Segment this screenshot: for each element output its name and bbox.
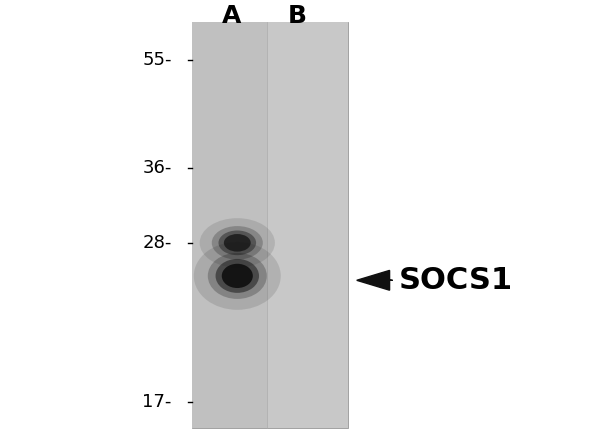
Text: 17-: 17-	[142, 392, 172, 410]
Ellipse shape	[200, 218, 275, 267]
Text: A: A	[221, 4, 241, 28]
Ellipse shape	[215, 259, 259, 293]
FancyBboxPatch shape	[267, 22, 348, 428]
FancyBboxPatch shape	[193, 22, 348, 428]
Ellipse shape	[224, 234, 251, 252]
Ellipse shape	[208, 253, 267, 299]
Text: B: B	[287, 4, 307, 28]
Ellipse shape	[222, 264, 253, 288]
Ellipse shape	[194, 242, 281, 310]
FancyArrow shape	[357, 270, 392, 290]
Text: 55-: 55-	[142, 51, 172, 69]
Text: SOCS1: SOCS1	[398, 266, 512, 295]
Ellipse shape	[218, 231, 256, 255]
Text: 36-: 36-	[142, 159, 172, 177]
Text: 28-: 28-	[142, 234, 172, 252]
FancyBboxPatch shape	[193, 22, 267, 428]
Ellipse shape	[212, 226, 263, 260]
